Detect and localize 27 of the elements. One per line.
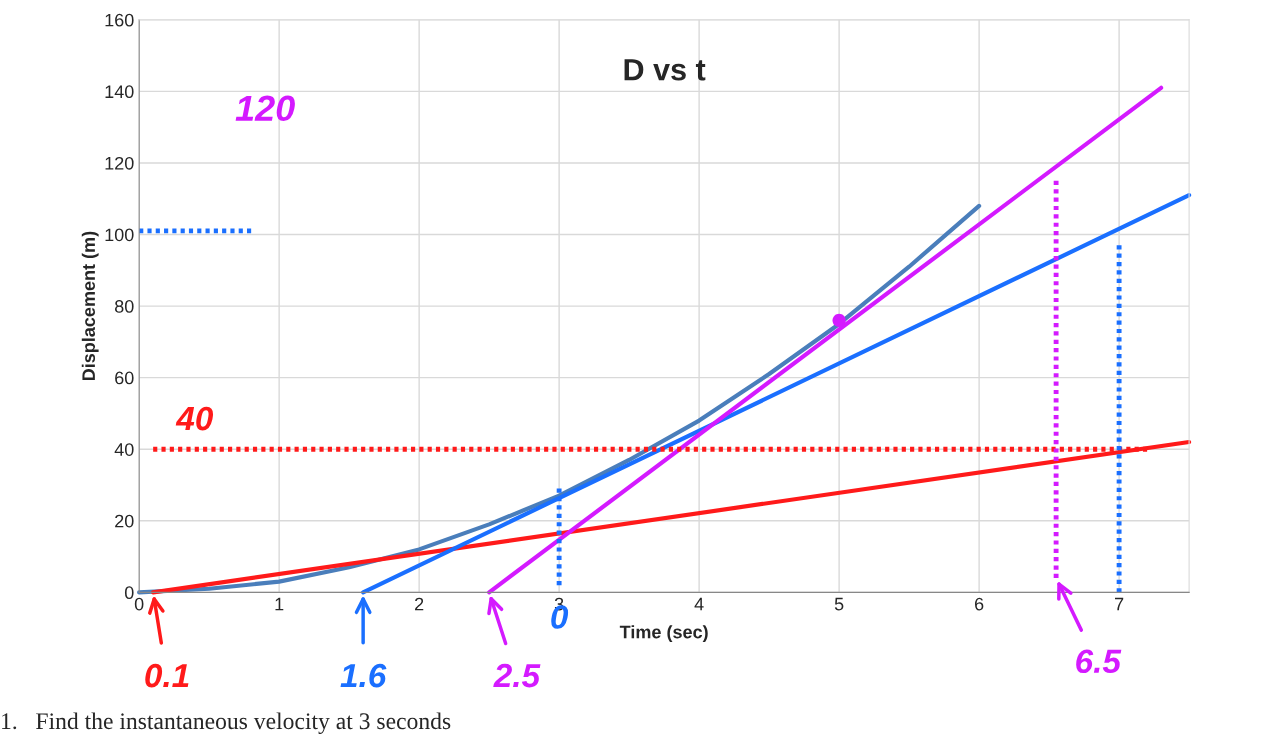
text: D vs t [624, 59, 706, 81]
x-axis-title: Time (sec) [619, 625, 708, 642]
x-tick-label: 1 [275, 597, 284, 611]
text: 1. Find the instantaneous velocity at 3 seconds [2, 712, 451, 734]
annotation: 40 [175, 406, 214, 431]
x-tick-label: 6 [975, 597, 984, 611]
line-series [137, 203, 982, 595]
y-tick-label: 60 [115, 371, 134, 385]
annotation: 2.5 [493, 663, 541, 688]
y-tick-label: 0 [124, 586, 134, 600]
y-tick-label: 140 [105, 85, 134, 99]
annotation: 6.5 [1076, 649, 1122, 674]
y-tick-label: 160 [105, 13, 134, 27]
x-tick-label: 7 [1115, 597, 1124, 611]
y-axis-title: Displacement (m) [81, 231, 99, 381]
annotation: 120 [235, 95, 295, 122]
y-tick-label: 100 [105, 228, 134, 242]
annotation: 0.1 [145, 663, 189, 688]
x-tick-label: 0 [134, 597, 144, 611]
y-tick-label: 40 [114, 443, 134, 456]
y-tick-label: 120 [105, 156, 134, 170]
y-tick-label: 80 [114, 300, 134, 313]
y-tick-label: 20 [115, 514, 134, 528]
x-tick-label: 5 [834, 597, 844, 611]
x-tick-label: 2 [415, 597, 424, 611]
x-tick-label: 4 [694, 597, 704, 611]
annotation: 1.6 [340, 663, 387, 688]
